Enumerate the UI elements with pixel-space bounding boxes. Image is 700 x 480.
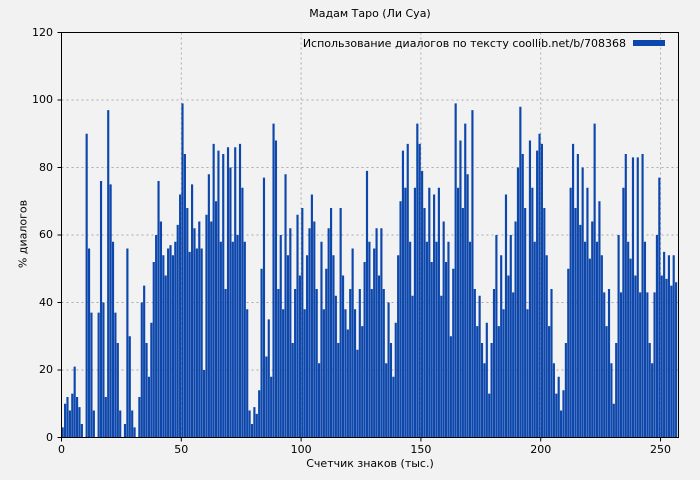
y-tick-label: 60: [39, 228, 53, 241]
chart-title: Мадам Таро (Ли Суа): [309, 7, 431, 20]
legend-label: Использование диалогов по тексту coollib…: [302, 36, 626, 50]
x-tick-label: 0: [58, 443, 65, 456]
y-tick-label: 80: [39, 160, 53, 174]
y-tick-label: 100: [32, 93, 53, 106]
legend: Использование диалогов по тексту coollib…: [303, 36, 665, 50]
x-tick-label: 50: [174, 443, 189, 456]
x-axis-label: Счетчик знаков (тыс.): [306, 457, 434, 470]
y-tick-label: 0: [46, 430, 53, 444]
legend-swatch: [633, 40, 665, 46]
x-tick-label: 100: [290, 443, 312, 456]
y-tick-label: 20: [39, 363, 53, 376]
x-tick-label: 150: [410, 443, 432, 456]
y-tick-label: 120: [32, 25, 53, 39]
x-tick-label: 200: [530, 443, 552, 456]
y-tick-label: 40: [39, 295, 53, 309]
x-tick-label: 250: [650, 443, 672, 456]
